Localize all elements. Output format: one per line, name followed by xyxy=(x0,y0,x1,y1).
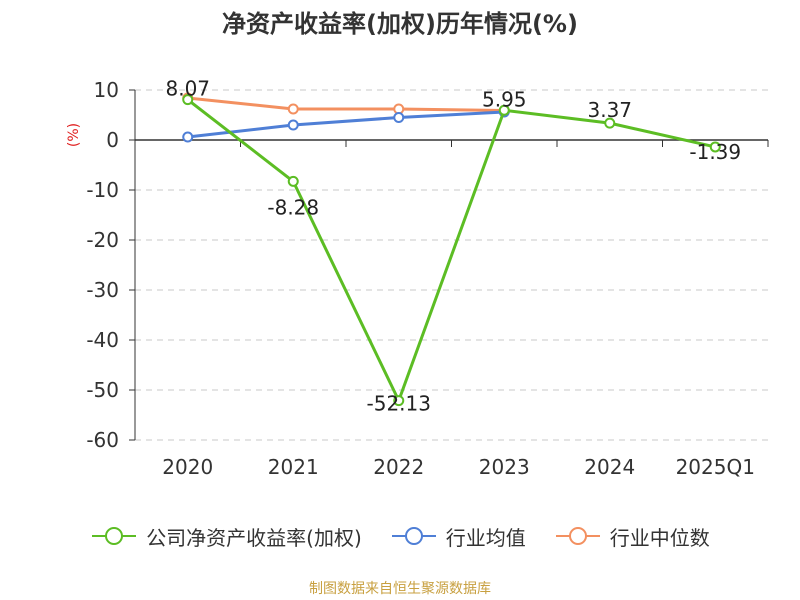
legend-label-company-roe: 公司净资产收益率(加权) xyxy=(146,525,362,550)
y-tick-label: -10 xyxy=(86,178,119,202)
data-point-1 xyxy=(287,119,299,131)
y-tick-label: -60 xyxy=(86,428,119,452)
legend-marker-industry-mean-icon xyxy=(391,527,436,545)
legend-marker-industry-median-icon xyxy=(555,527,600,545)
chart-title: 净资产收益率(加权)历年情况(%) xyxy=(222,10,578,38)
data-point-1 xyxy=(393,112,405,123)
y-tick-label: -40 xyxy=(86,328,119,352)
data-label: -1.39 xyxy=(689,140,741,164)
data-point-0 xyxy=(393,395,405,407)
y-tick-label: -30 xyxy=(86,278,119,302)
chart-legend: 公司净资产收益率(加权) 行业均值 行业中位数 xyxy=(0,518,800,554)
legend-item-industry-mean[interactable]: 行业均值 xyxy=(390,522,526,551)
y-tick-label: 0 xyxy=(106,128,119,152)
data-point-1 xyxy=(182,131,194,143)
series-line-0 xyxy=(186,98,716,403)
x-tick-label: 2025Q1 xyxy=(676,455,755,479)
x-tick-label: 2023 xyxy=(479,455,530,479)
legend-marker-company-roe-icon xyxy=(92,527,137,545)
y-tick-label: -20 xyxy=(86,228,119,252)
data-label: -52.13 xyxy=(367,392,431,416)
x-tick-label: 2020 xyxy=(162,455,213,479)
data-point-0 xyxy=(498,104,510,116)
data-label: 3.37 xyxy=(587,98,632,122)
data-label: -8.28 xyxy=(267,195,319,219)
data-point-2 xyxy=(287,103,299,115)
data-label: 5.95 xyxy=(482,87,527,111)
x-tick-label: 2022 xyxy=(373,455,424,479)
data-point-0 xyxy=(182,94,194,106)
legend-item-industry-median[interactable]: 行业中位数 xyxy=(554,522,710,551)
legend-label-industry-mean: 行业均值 xyxy=(445,525,526,550)
legend-label-industry-median: 行业中位数 xyxy=(609,525,710,550)
y-tick-label: 10 xyxy=(94,78,119,102)
series-line-2 xyxy=(187,96,505,112)
x-tick-label: 2024 xyxy=(584,455,635,479)
data-point-0 xyxy=(604,117,616,129)
y-tick-label: -50 xyxy=(86,378,119,402)
x-tick-label: 2021 xyxy=(268,455,319,479)
data-label: 8.07 xyxy=(165,77,210,101)
data-point-0 xyxy=(287,175,299,187)
data-source-note: 制图数据来自恒生聚源数据库 xyxy=(309,581,491,597)
legend-item-company-roe[interactable]: 公司净资产收益率(加权) xyxy=(90,522,362,551)
data-point-0 xyxy=(709,141,721,153)
series-line-1 xyxy=(187,110,505,139)
